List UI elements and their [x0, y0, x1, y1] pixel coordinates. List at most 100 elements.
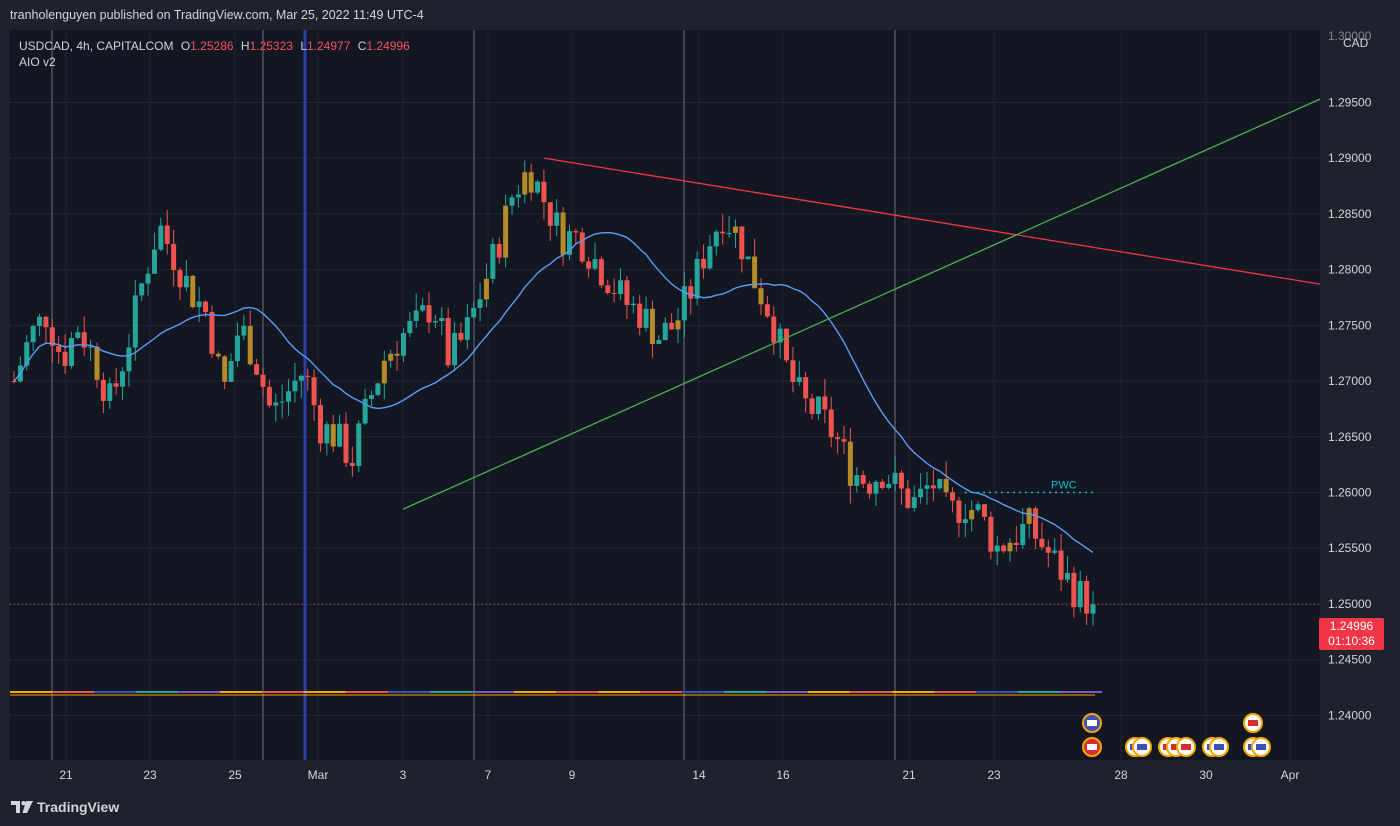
candle-body [579, 232, 585, 262]
candle-body [260, 374, 266, 387]
candle-body [464, 317, 470, 340]
candle-body [426, 305, 432, 323]
candle-body [490, 244, 496, 279]
indicator-band-segment [514, 691, 556, 693]
candle-body [183, 275, 189, 288]
candle-body [1020, 523, 1026, 546]
chart-legend: USDCAD, 4h, CAPITALCOM O1.25286 H1.25323… [19, 37, 410, 55]
candle-body [298, 375, 304, 381]
candle-body [356, 423, 362, 467]
red-trendline [543, 157, 1321, 285]
candle-body [349, 462, 355, 467]
candle-body [254, 364, 260, 375]
tradingview-logo[interactable]: TradingView [11, 799, 119, 815]
candle-body [234, 335, 240, 362]
candle-body [37, 316, 43, 327]
candle-body [203, 301, 209, 313]
candle-body [598, 259, 604, 286]
candle-body [911, 497, 917, 508]
candle-body [669, 322, 675, 330]
open-label: O [180, 39, 191, 53]
candle-body [1077, 580, 1083, 608]
candle-body [400, 333, 406, 356]
candle-body [605, 285, 611, 293]
indicator-band-segment [808, 691, 850, 693]
candle-body [656, 340, 662, 345]
candle-body [292, 380, 298, 392]
currency-label[interactable]: CAD [1343, 36, 1369, 50]
candle-body [388, 353, 394, 361]
candle-body [566, 231, 572, 255]
indicator-band-segment [598, 691, 640, 693]
candle-body [649, 308, 655, 345]
indicator-band-segment [94, 691, 136, 693]
candle-body [764, 304, 770, 317]
candle-body [439, 317, 445, 322]
candle-body [452, 332, 458, 366]
candle-body [950, 492, 956, 501]
candle-body [515, 194, 521, 198]
price-axis[interactable] [1320, 30, 1390, 790]
indicator-band-segment [766, 691, 808, 693]
candle-body [190, 275, 196, 308]
candle-body [1045, 547, 1051, 553]
candle-body [975, 504, 981, 510]
candle-body [81, 332, 87, 348]
high-label: H [240, 39, 250, 53]
candle-body [164, 225, 170, 244]
indicator-band-segment [262, 691, 304, 693]
indicator-band-segment [388, 691, 430, 693]
candle-body [311, 377, 317, 406]
open-value: 1.25286 [190, 39, 234, 53]
y-tick-label: 1.27000 [1328, 374, 1372, 388]
y-tick-label: 1.29500 [1328, 95, 1372, 109]
indicator-band-segment [346, 691, 388, 693]
x-tick-label: 7 [485, 768, 492, 782]
y-tick-label: 1.25500 [1328, 541, 1372, 555]
candle-body [905, 488, 911, 508]
green-trendline [402, 98, 1321, 510]
candle-body [49, 327, 55, 346]
publisher-info: tranholenguyen published on TradingView.… [10, 8, 424, 22]
chart-pane[interactable] [10, 30, 1320, 760]
candle-body [317, 405, 323, 444]
candle-body [286, 391, 292, 402]
low-value: 1.24977 [307, 39, 351, 53]
candle-body [375, 383, 381, 395]
top-bar: tranholenguyen published on TradingView.… [0, 0, 1400, 30]
high-value: 1.25323 [249, 39, 293, 53]
candle-body [924, 485, 930, 489]
time-axis[interactable] [10, 760, 1320, 790]
candle-body [247, 325, 253, 365]
y-tick-label: 1.26500 [1328, 430, 1372, 444]
candle-body [809, 398, 815, 414]
candle-body [56, 345, 62, 352]
candle-body [962, 519, 968, 524]
candle-body [828, 409, 834, 438]
x-tick-label: 23 [143, 768, 157, 782]
candle-body [956, 500, 962, 524]
symbol-info: USDCAD, 4h, CAPITALCOM [19, 39, 174, 53]
indicator-band-segment [976, 691, 1018, 693]
candle-body [726, 232, 732, 234]
candle-body [847, 441, 853, 486]
candle-body [215, 353, 221, 357]
candle-body [369, 394, 375, 399]
last-price-tag: 1.24996 01:10:36 [1319, 618, 1384, 650]
candle-body [835, 437, 841, 440]
candle-body [707, 246, 713, 269]
candle-body [822, 396, 828, 410]
event-flag-mark [1137, 744, 1147, 750]
indicator-band-segment [304, 691, 346, 693]
candle-body [30, 326, 36, 343]
candle-body [879, 481, 885, 488]
indicator-name[interactable]: AIO v2 [19, 55, 56, 69]
indicator-band-segment [178, 691, 220, 693]
candle-body [758, 288, 764, 305]
indicator-band-segment [934, 691, 976, 693]
y-tick-label: 1.26000 [1328, 486, 1372, 500]
candle-body [209, 312, 215, 354]
indicator-band-segment [892, 691, 934, 693]
event-flag-mark [1181, 744, 1191, 750]
